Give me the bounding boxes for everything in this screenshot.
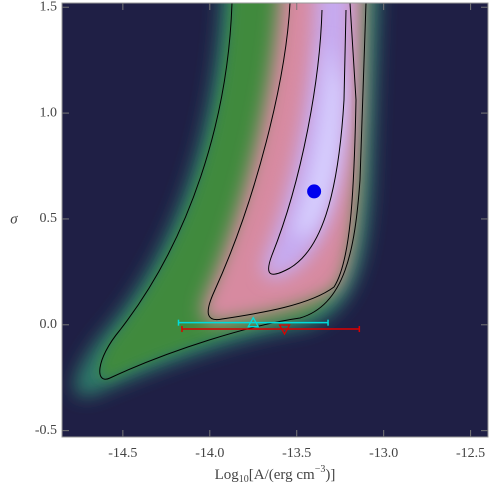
x-label-part: )]: [325, 467, 335, 483]
y-tick-label: 1.0: [40, 105, 58, 120]
x-label-part: [A/(erg cm: [249, 467, 315, 483]
point: [278, 324, 291, 336]
y-tick-label: 0.0: [40, 317, 58, 332]
y-axis-label: σ: [10, 211, 18, 227]
x-label-part: Log: [215, 467, 240, 483]
x-label-sup: −3: [315, 464, 326, 475]
y-tick-label: -0.5: [35, 423, 57, 438]
plot-frame: [61, 2, 489, 438]
x-label-sub: 10: [239, 474, 249, 485]
x-tick-label: -14.5: [108, 446, 137, 461]
point: [307, 184, 322, 199]
x-tick-label: -14.0: [195, 446, 224, 461]
point: [247, 316, 260, 328]
y-tick-label: 1.5: [40, 0, 58, 14]
x-tick-label: -12.5: [456, 446, 485, 461]
x-tick-label: -13.5: [282, 446, 311, 461]
y-tick-label: 0.5: [40, 211, 58, 226]
x-axis-label: Log10[A/(erg cm−3)]: [215, 464, 336, 485]
x-tick-label: -13.0: [369, 446, 398, 461]
density-map: [62, 3, 488, 437]
